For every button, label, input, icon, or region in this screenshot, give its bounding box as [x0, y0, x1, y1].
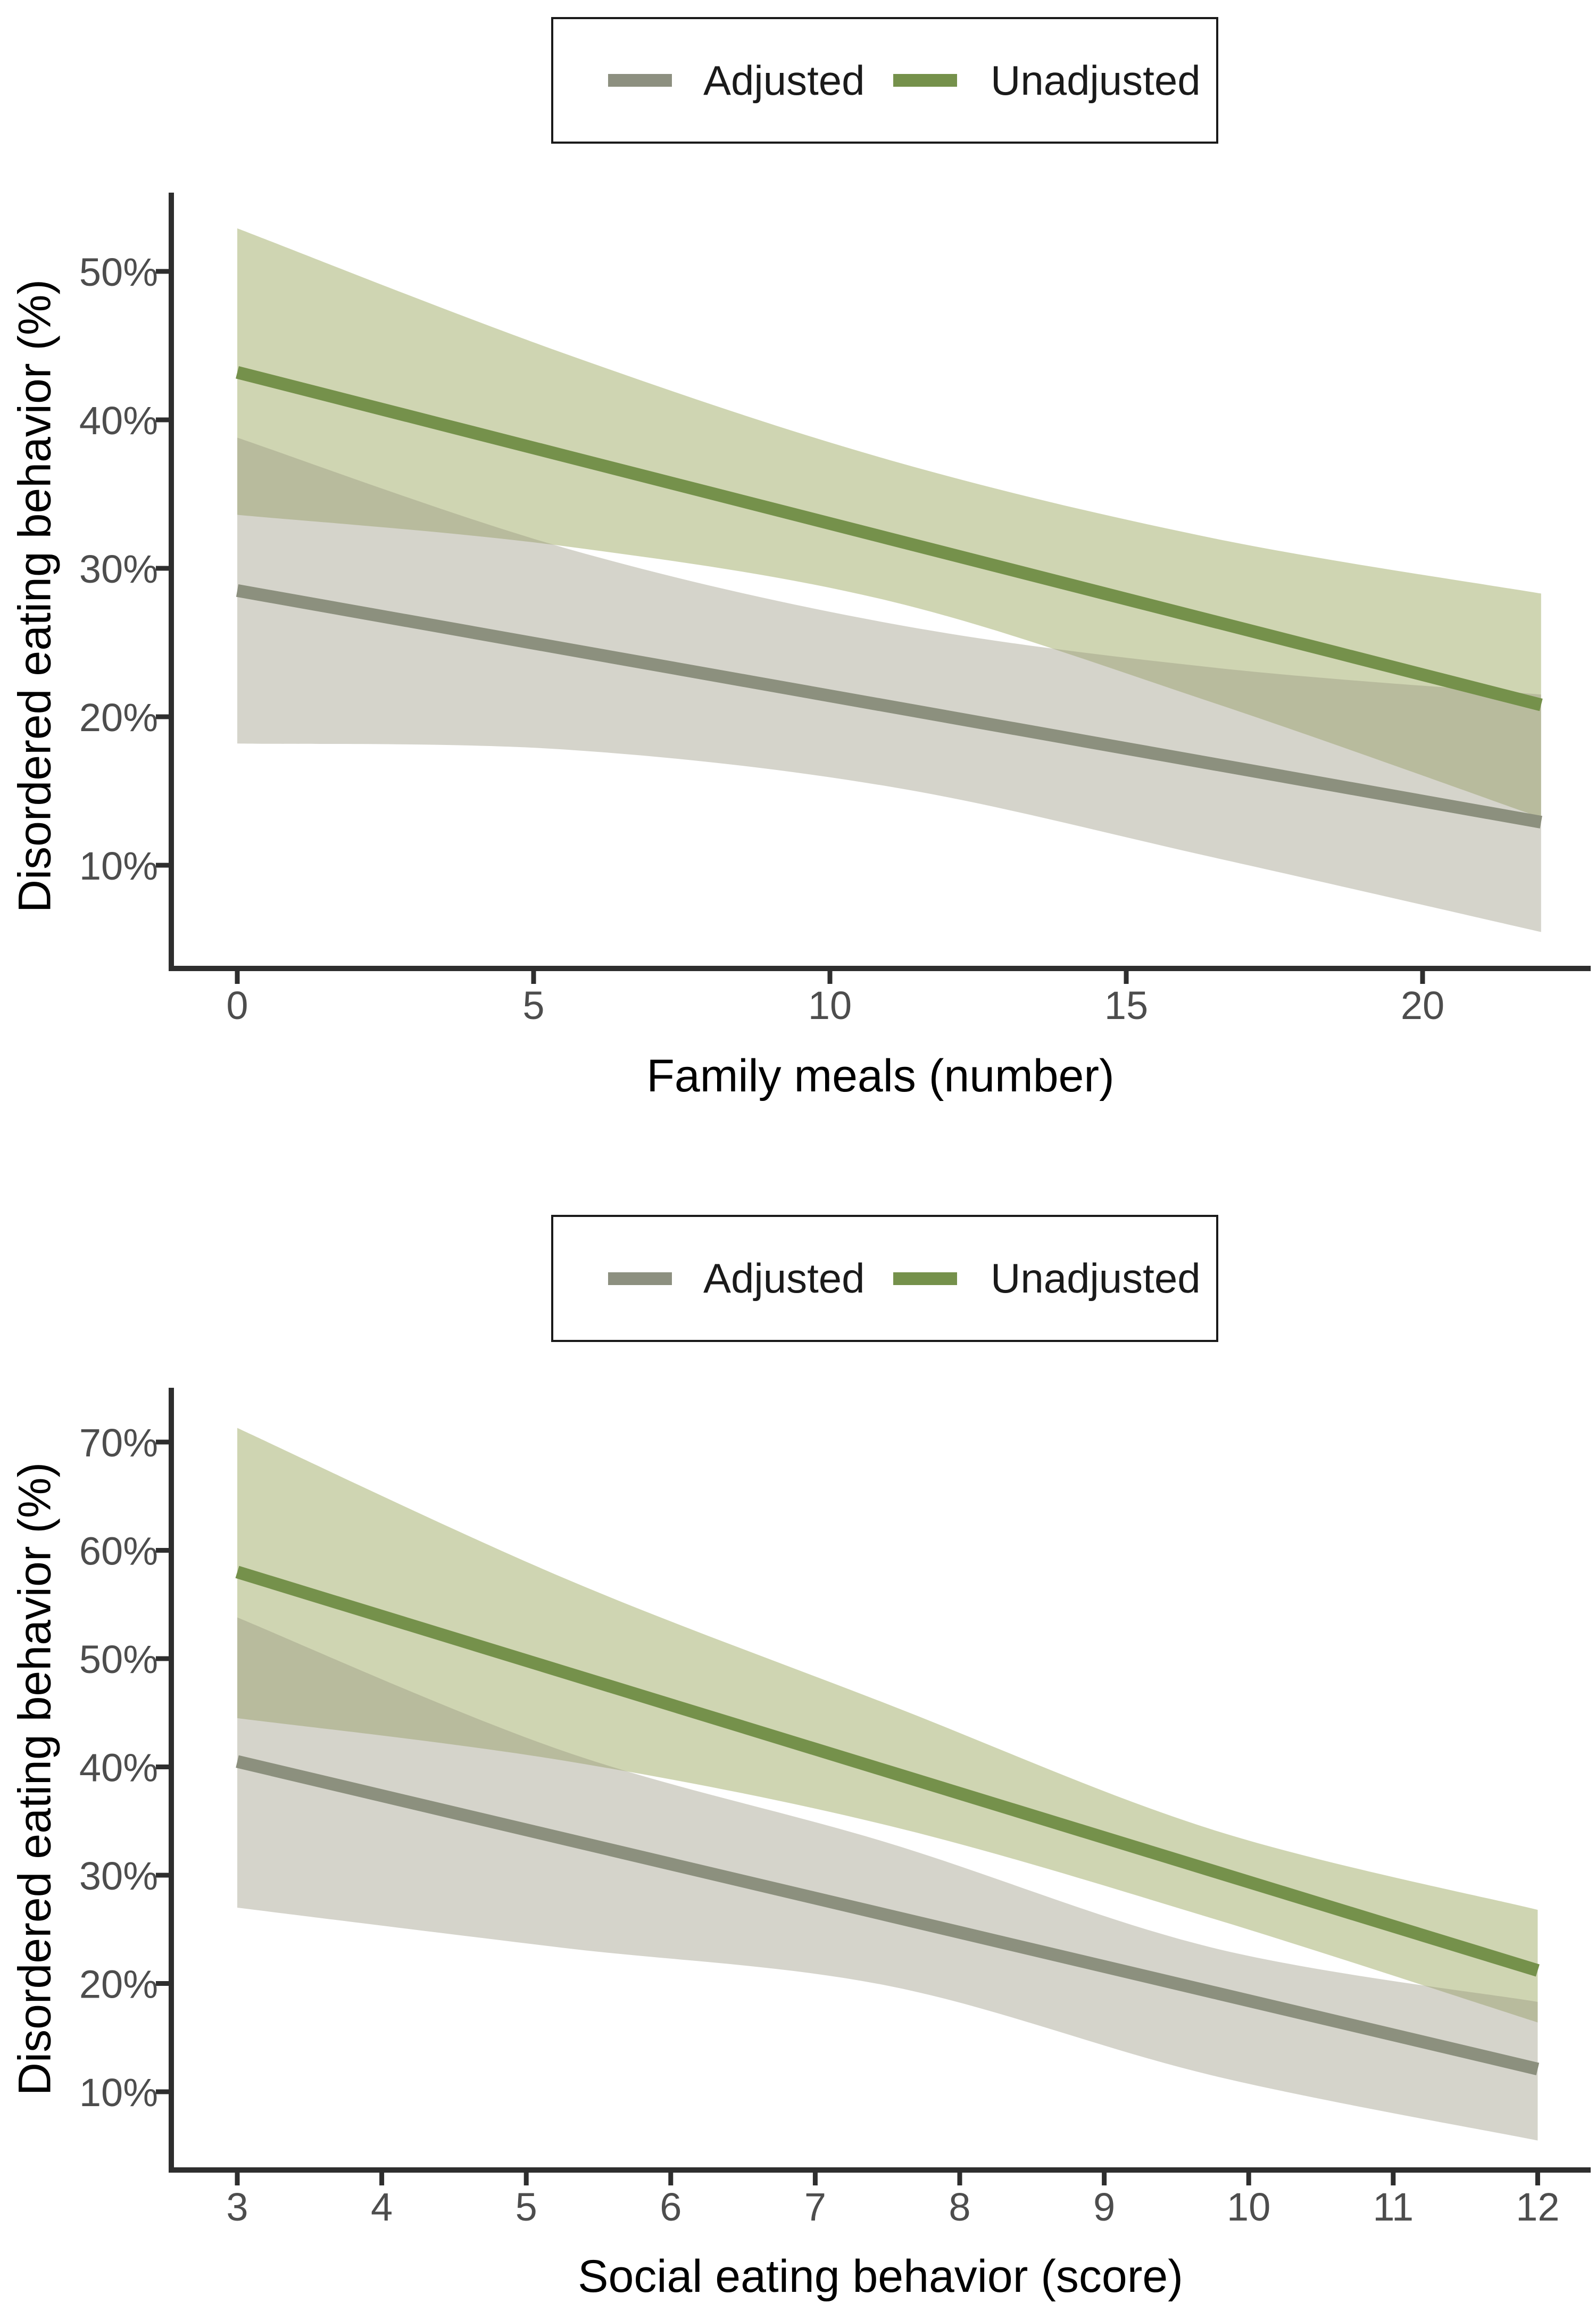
legend-key-unadjusted: [893, 1272, 957, 1285]
x-tick-label: 10: [1227, 2185, 1270, 2229]
x-tick-label: 7: [804, 2185, 826, 2229]
x-tick-label: 5: [516, 2185, 537, 2229]
x-tick-label: 12: [1516, 2185, 1559, 2229]
legend-figure1: Adjusted Unadjusted: [551, 17, 1218, 144]
figure1-y-axis-title: Disordered eating behavior (%): [9, 279, 61, 913]
legend-label-unadjusted: Unadjusted: [991, 1255, 1201, 1302]
y-tick-label: 60%: [79, 1529, 158, 1573]
y-tick-label: 30%: [79, 547, 158, 591]
figure2-x-axis-title: Social eating behavior (score): [578, 2251, 1183, 2302]
legend-label-unadjusted: Unadjusted: [991, 56, 1201, 104]
y-tick-label: 10%: [79, 2070, 158, 2115]
figure1-x-axis-title: Family meals (number): [646, 1050, 1115, 1101]
x-tick-label: 0: [226, 983, 248, 1028]
y-tick-label: 50%: [79, 1637, 158, 1682]
y-tick-label: 10%: [79, 844, 158, 888]
x-tick-label: 6: [660, 2185, 681, 2229]
legend-key-adjusted: [608, 74, 672, 87]
x-tick-label: 5: [522, 983, 544, 1028]
ribbon-unadjusted: [237, 228, 1541, 818]
x-tick-label: 10: [808, 983, 852, 1028]
figure2-y-axis-title: Disordered eating behavior (%): [9, 1462, 61, 2096]
legend-key-adjusted: [608, 1272, 672, 1285]
y-tick-label: 30%: [79, 1854, 158, 1898]
line-unadjusted: [236, 366, 1543, 711]
y-tick-label: 40%: [79, 399, 158, 443]
x-tick-label: 15: [1104, 983, 1148, 1028]
line-adjusted: [236, 1755, 1540, 2075]
x-tick-label: 9: [1093, 2185, 1115, 2229]
ribbon-adjusted: [237, 437, 1541, 932]
line-adjusted: [236, 584, 1542, 829]
y-tick-label: 50%: [79, 250, 158, 294]
line-unadjusted: [235, 1565, 1540, 1977]
x-tick-label: 8: [949, 2185, 970, 2229]
legend-label-adjusted: Adjusted: [703, 1255, 865, 1302]
legend-key-unadjusted: [893, 74, 957, 87]
y-tick-label: 70%: [79, 1421, 158, 1465]
legend-figure2: Adjusted Unadjusted: [551, 1215, 1218, 1342]
legend-label-adjusted: Adjusted: [703, 56, 865, 104]
x-tick-label: 20: [1401, 983, 1444, 1028]
x-tick-label: 4: [371, 2185, 393, 2229]
y-tick-label: 20%: [79, 695, 158, 740]
ribbon-adjusted: [237, 1617, 1538, 2141]
x-tick-label: 3: [226, 2185, 248, 2229]
x-tick-label: 11: [1373, 2185, 1414, 2229]
y-tick-label: 20%: [79, 1962, 158, 2007]
y-tick-label: 40%: [79, 1746, 158, 1790]
